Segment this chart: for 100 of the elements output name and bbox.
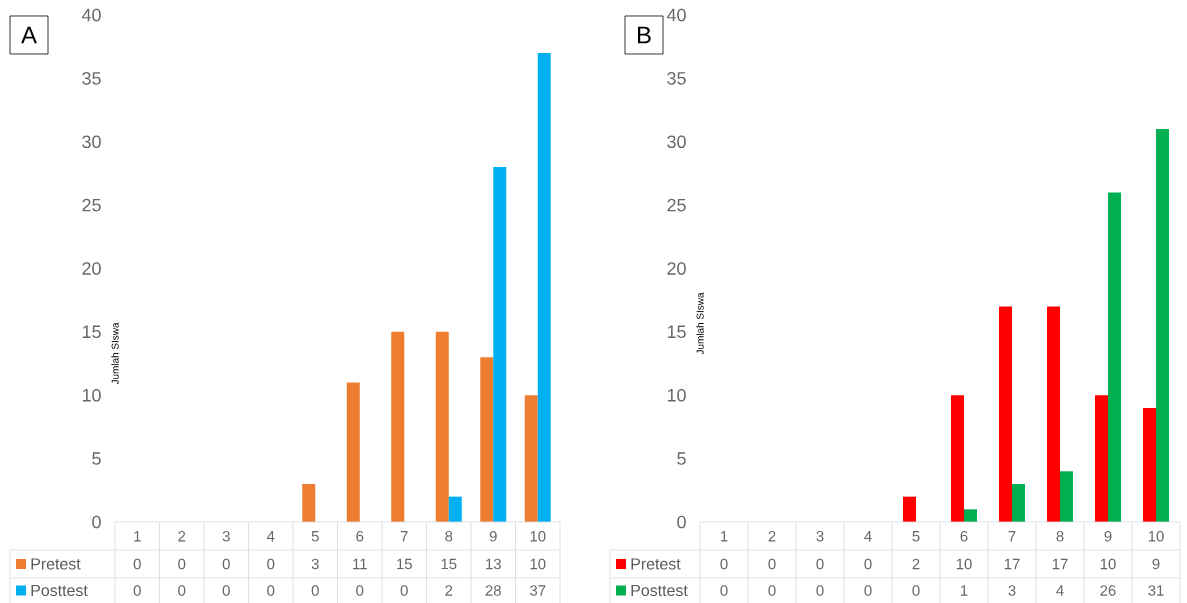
data-label: 2 — [445, 585, 453, 596]
y-tick-label: 15 — [667, 325, 686, 339]
data-label: 26 — [1100, 585, 1116, 596]
x-tick-label: 6 — [356, 530, 364, 542]
data-label: 0 — [267, 558, 275, 570]
y-tick-label: 5 — [92, 452, 101, 465]
data-label: 0 — [816, 558, 824, 570]
data-label: 15 — [397, 558, 412, 570]
x-tick-label: 2 — [178, 531, 186, 542]
data-label: 0 — [222, 585, 230, 596]
data-label: 0 — [178, 558, 186, 570]
x-tick-label: 3 — [816, 530, 824, 542]
bar — [493, 167, 507, 522]
bar — [999, 306, 1013, 522]
bar — [964, 509, 978, 522]
bar — [1047, 306, 1061, 522]
y-tick-label: 0 — [677, 515, 686, 529]
legend-label: Pretest — [31, 558, 81, 570]
data-label: 1 — [960, 585, 968, 596]
data-label: 0 — [864, 558, 872, 570]
x-tick-label: 9 — [1104, 530, 1112, 542]
data-label: 9 — [1152, 558, 1160, 570]
data-label: 17 — [1052, 558, 1068, 570]
bar — [1156, 129, 1170, 522]
data-label: 17 — [1004, 558, 1020, 570]
chart-title: A — [21, 26, 37, 44]
data-label: 10 — [530, 558, 546, 570]
x-tick-label: 9 — [489, 530, 497, 542]
legend-label: Posttest — [631, 584, 688, 597]
y-tick-label: 25 — [82, 198, 101, 212]
data-label: 0 — [720, 585, 728, 596]
x-tick-label: 7 — [400, 531, 408, 542]
y-tick-label: 30 — [82, 135, 101, 149]
data-label: 4 — [1056, 585, 1064, 596]
x-tick-label: 7 — [1008, 531, 1016, 542]
data-label: 0 — [864, 585, 872, 596]
data-label: 0 — [222, 558, 230, 570]
bar — [391, 331, 405, 522]
x-tick-label: 2 — [768, 531, 776, 542]
data-label: 10 — [1100, 558, 1116, 570]
bar — [1108, 192, 1122, 522]
y-tick-label: 0 — [92, 515, 101, 529]
bar — [1060, 471, 1074, 522]
data-label: 11 — [353, 558, 367, 570]
data-label: 37 — [530, 585, 546, 596]
x-tick-label: 6 — [960, 530, 968, 542]
data-label: 0 — [400, 585, 408, 596]
bar — [1095, 395, 1109, 522]
y-tick-label: 40 — [666, 8, 686, 22]
x-tick-label: 4 — [266, 531, 275, 542]
y-tick-label: 35 — [82, 72, 101, 85]
y-tick-label: 10 — [82, 388, 101, 402]
data-label: 28 — [485, 585, 501, 596]
y-tick-label: 20 — [667, 262, 686, 275]
chart-title: B — [638, 26, 651, 44]
data-label: 10 — [956, 558, 972, 570]
y-tick-label: 15 — [82, 325, 101, 339]
bar — [903, 496, 917, 522]
data-label: 3 — [311, 558, 319, 570]
data-label: 0 — [133, 585, 141, 596]
bar — [448, 496, 462, 522]
y-tick-label: 25 — [667, 198, 686, 212]
bar — [1143, 407, 1157, 522]
data-label: 15 — [441, 558, 457, 570]
legend-label: Pretest — [631, 558, 681, 570]
y-tick-label: 40 — [81, 8, 101, 22]
y-axis-title: Jumlah SIswa — [696, 292, 704, 355]
y-tick-label: 5 — [677, 452, 686, 465]
data-label: 31 — [1148, 585, 1164, 596]
data-label: 0 — [720, 558, 728, 570]
bar — [1012, 483, 1026, 522]
data-label: 0 — [267, 585, 275, 596]
bar — [951, 395, 965, 522]
data-label: 3 — [1008, 585, 1016, 596]
bar — [435, 331, 449, 522]
y-axis-title: Jumlah SIswa — [111, 322, 119, 385]
x-tick-label: 1 — [721, 531, 728, 542]
bar — [346, 382, 360, 522]
bar — [302, 483, 316, 522]
x-tick-label: 3 — [222, 530, 230, 542]
bar — [537, 53, 551, 522]
data-label: 0 — [912, 585, 920, 596]
legend-label: Posttest — [31, 584, 88, 597]
data-label: 2 — [912, 558, 920, 570]
y-tick-label: 10 — [667, 388, 686, 402]
x-tick-label: 5 — [311, 531, 319, 542]
bar — [524, 395, 538, 522]
data-label: 0 — [356, 585, 364, 596]
data-label: 0 — [133, 558, 141, 570]
data-label: 0 — [178, 585, 186, 596]
data-label: 0 — [768, 585, 776, 596]
data-label: 0 — [768, 558, 776, 570]
y-tick-label: 20 — [82, 262, 101, 275]
data-label: 13 — [486, 558, 501, 570]
x-tick-label: 10 — [1148, 530, 1164, 542]
data-label: 0 — [816, 585, 824, 596]
data-label: 0 — [311, 585, 319, 596]
x-tick-label: 4 — [864, 531, 872, 542]
x-tick-label: 1 — [134, 531, 141, 542]
y-tick-label: 35 — [667, 72, 686, 85]
